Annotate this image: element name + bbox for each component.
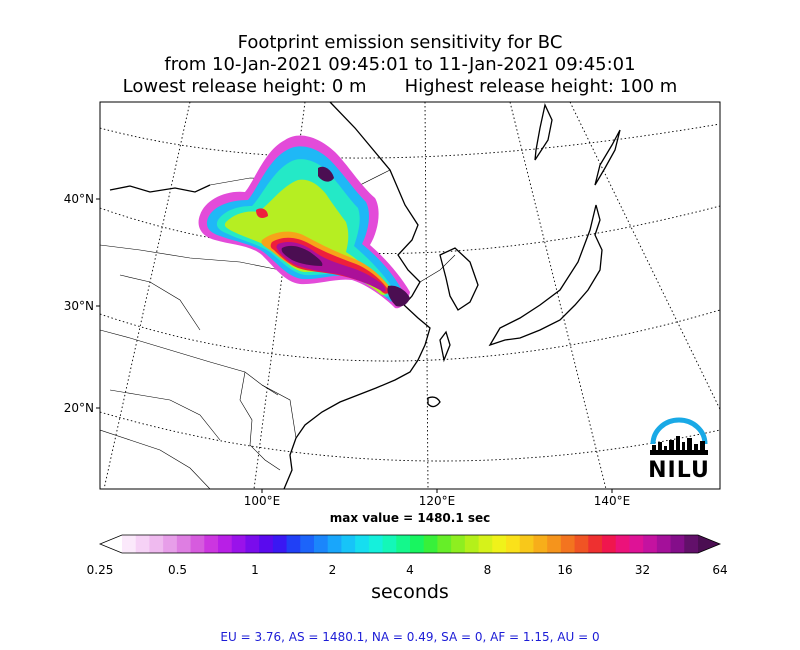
colorbar-under-arrow	[100, 535, 122, 553]
lon-label-120: 120°E	[418, 494, 456, 508]
colorbar-bin	[478, 535, 493, 553]
plot-title-line-1: Footprint emission sensitivity for BC	[237, 32, 563, 53]
colorbar-bin	[135, 535, 150, 553]
lowest-release-height: Lowest release height: 0 m	[122, 76, 367, 97]
colorbar-bin	[519, 535, 534, 553]
colorbar-bin	[327, 535, 342, 553]
highest-release-height: Highest release height: 100 m	[404, 76, 678, 97]
colorbar-bin	[396, 535, 411, 553]
plot-title-line-2: from 10-Jan-2021 09:45:01 to 11-Jan-2021…	[164, 54, 636, 75]
colorbar-bin	[204, 535, 219, 553]
lat-label-40: 40°N	[63, 192, 94, 206]
colorbar-bin	[506, 535, 521, 553]
colorbar-over-arrow	[698, 535, 720, 553]
lon-label-100: 100°E	[243, 494, 281, 508]
colorbar-tick-label: 16	[557, 563, 573, 577]
footprint-plume	[198, 135, 410, 309]
colorbar-tick-label: 8	[483, 563, 492, 577]
colorbar-bin	[588, 535, 603, 553]
colorbar-bin	[355, 535, 370, 553]
colorbar-bin	[492, 535, 507, 553]
max-value-label: max value = 1480.1 sec	[329, 511, 491, 525]
plot-title-line-3: Lowest release height: 0 m Highest releas…	[0, 76, 800, 98]
axis-ticks	[96, 198, 613, 493]
colorbar-tick-label: 32	[634, 563, 651, 577]
colorbar-bin	[382, 535, 397, 553]
map-area	[100, 102, 720, 489]
colorbar-bin	[574, 535, 589, 553]
colorbar-bin	[176, 535, 192, 553]
colorbar-bin	[218, 535, 233, 553]
colorbar-bin	[423, 535, 438, 553]
colorbar-bin	[190, 535, 205, 553]
colorbar-bin	[272, 535, 288, 553]
colorbar-tick-label: 1	[251, 563, 259, 577]
colorbar-bin	[670, 535, 685, 553]
coastline	[109, 102, 621, 489]
colorbar-bin	[547, 535, 562, 553]
colorbar-bin	[560, 535, 576, 553]
colorbar-bin	[163, 535, 178, 553]
colorbar-bin	[122, 535, 137, 553]
nilu-logo-icon	[650, 417, 708, 455]
lat-label-20: 20°N	[63, 401, 94, 415]
colorbar-bin	[149, 535, 164, 553]
colorbar-bin	[684, 535, 699, 553]
colorbar-bin	[533, 535, 548, 553]
nilu-logo: NILU	[640, 412, 718, 484]
colorbar-bin	[656, 535, 672, 553]
colorbar-bin	[286, 535, 301, 553]
colorbar-tick-label: 0.25	[86, 563, 114, 577]
colorbar-bin	[245, 535, 260, 553]
colorbar-bin	[231, 535, 246, 553]
colorbar-bin	[410, 535, 425, 553]
colorbar-bin	[300, 535, 315, 553]
colorbar-bin	[437, 535, 452, 553]
colorbar-bin	[259, 535, 274, 553]
lon-label-140: 140°E	[593, 494, 631, 508]
colorbar-bin	[629, 535, 644, 553]
colorbar	[98, 534, 722, 554]
colorbar-tick-label: 64	[712, 563, 728, 577]
colorbar-outline	[98, 534, 722, 554]
colorbar-bin	[602, 535, 617, 553]
colorbar-bin	[643, 535, 658, 553]
colorbar-tick-label: 0.5	[167, 563, 188, 577]
colorbar-bin	[368, 535, 384, 553]
nilu-logo-text: NILU	[648, 458, 710, 483]
region-stats: EU = 3.76, AS = 1480.1, NA = 0.49, SA = …	[220, 630, 600, 644]
map-frame	[99, 101, 721, 490]
colorbar-unit-label: seconds	[371, 581, 449, 603]
colorbar-bin	[451, 535, 466, 553]
colorbar-tick-label: 4	[406, 563, 414, 577]
colorbar-bin	[341, 535, 356, 553]
colorbar-bin	[314, 535, 329, 553]
colorbar-bin	[615, 535, 630, 553]
lat-label-30: 30°N	[63, 299, 94, 313]
colorbar-bin	[464, 535, 480, 553]
colorbar-tick-label: 2	[328, 563, 337, 577]
